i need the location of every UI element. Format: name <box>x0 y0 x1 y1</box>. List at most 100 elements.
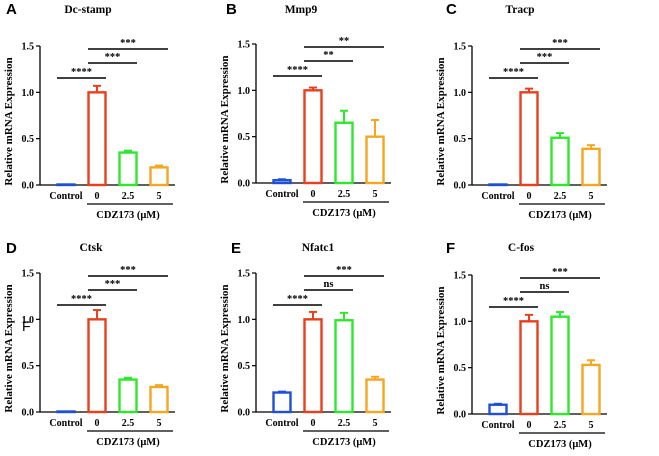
x-axis-label: CDZ173 (μM) <box>96 210 160 221</box>
panel-title: Nfatc1 <box>302 242 335 254</box>
bar-0 <box>519 91 539 187</box>
x-tick-label: Control <box>49 418 82 429</box>
x-tick-label: 0 <box>311 189 316 200</box>
bar-control <box>272 179 292 185</box>
significance-label: ** <box>339 36 350 47</box>
x-tick-label: Control <box>481 191 514 202</box>
bar-0 <box>303 89 323 185</box>
bar-5 <box>365 135 385 185</box>
significance-label: *** <box>552 267 568 278</box>
chart-panel-d: D Ctsk 0.0 0.5 1.0 1.5 Relative mRNA Expressio… <box>3 240 175 448</box>
x-tick-label: 0 <box>95 191 100 202</box>
y-tick-label: 0.5 <box>454 134 467 145</box>
chart-panel-c: C Tracp 0.0 0.5 1.0 1.5 Relative mRNA Expressi… <box>435 1 607 221</box>
bar-control <box>56 410 76 414</box>
x-tick-label: 5 <box>157 418 162 429</box>
significance-label: **** <box>503 67 524 78</box>
y-tick-label: 0.0 <box>238 179 251 190</box>
chart-panel-b: B Mmp9 0.0 0.5 1.0 1.5 Relative mRNA Expressio… <box>219 1 391 219</box>
x-axis-label: CDZ173 (μM) <box>528 439 592 450</box>
x-tick-label: 5 <box>157 191 162 202</box>
bar-5 <box>581 147 601 187</box>
y-tick-label: 0.0 <box>238 408 251 419</box>
chart-panel-f: F C-fos 0.0 0.5 1.0 1.5 Relative mRNA Expressi… <box>435 240 607 450</box>
bar-2-5 <box>550 136 570 187</box>
y-tick-label: 1.0 <box>22 315 35 326</box>
x-tick-label: 0 <box>311 418 316 429</box>
panel-title: Dc-stamp <box>64 4 111 16</box>
significance-label: **** <box>287 294 308 305</box>
significance-label: *** <box>105 52 121 63</box>
panel-title: Ctsk <box>79 242 103 254</box>
y-tick-label: 1.0 <box>454 317 467 328</box>
significance-label: **** <box>71 294 92 305</box>
significance-label: **** <box>503 296 524 307</box>
bar-0 <box>87 318 107 414</box>
significance-label: *** <box>336 265 352 276</box>
y-tick-label: 1.5 <box>454 271 467 282</box>
y-tick-label: 0.5 <box>454 363 467 374</box>
significance-label: *** <box>120 265 136 276</box>
panel-letter: A <box>6 1 17 18</box>
x-tick-label: 2.5 <box>122 191 135 202</box>
significance-label: ** <box>323 50 334 61</box>
bar-control <box>488 403 508 416</box>
bar-5 <box>149 385 169 414</box>
y-axis-label: Relative mRNA Expression <box>435 286 447 414</box>
bar-2-5 <box>334 121 354 185</box>
y-tick-label: 0.5 <box>238 361 251 372</box>
bar-2-5 <box>550 315 570 416</box>
panel-letter: C <box>446 1 457 18</box>
bar-2-5 <box>334 319 354 414</box>
x-tick-label: Control <box>265 189 298 200</box>
y-tick-label: 0.5 <box>238 132 251 143</box>
bar-0 <box>519 320 539 416</box>
y-tick-label: 0.0 <box>454 410 467 421</box>
significance-label: *** <box>105 279 121 290</box>
x-tick-label: 2.5 <box>338 189 351 200</box>
x-tick-label: 5 <box>373 189 378 200</box>
y-tick-label: 1.5 <box>238 269 251 280</box>
significance-label: *** <box>537 52 553 63</box>
panel-letter: E <box>231 240 241 257</box>
x-tick-label: 2.5 <box>338 418 351 429</box>
chart-panel-a: A Dc-stamp 0.0 0.5 1.0 1.5 Relative mRNA Expre… <box>3 1 175 221</box>
x-axis-label: CDZ173 (μM) <box>312 437 376 448</box>
bar-0 <box>303 318 323 414</box>
y-tick-label: 0.0 <box>454 181 467 192</box>
bar-control <box>488 183 508 187</box>
x-axis-label: CDZ173 (μM) <box>312 208 376 219</box>
significance-label: **** <box>71 67 92 78</box>
x-tick-label: 2.5 <box>554 420 567 431</box>
bar-control <box>56 183 76 187</box>
y-tick-label: 0.5 <box>22 361 35 372</box>
x-tick-label: 0 <box>95 418 100 429</box>
y-tick-label: 1.0 <box>238 315 251 326</box>
chart-panel-e: E Nfatc1 0.0 0.5 1.0 1.5 Relative mRNA Express… <box>219 240 391 448</box>
panel-title: C-fos <box>508 242 535 254</box>
significance-label: ns <box>324 279 334 290</box>
x-tick-label: 5 <box>373 418 378 429</box>
y-tick-label: 1.0 <box>238 86 251 97</box>
y-axis-label: Relative mRNA Expression <box>219 55 231 183</box>
bar-control <box>272 391 292 414</box>
x-tick-label: 5 <box>589 191 594 202</box>
y-tick-label: 1.0 <box>22 88 35 99</box>
panel-letter: B <box>226 1 237 18</box>
y-tick-label: 0.5 <box>22 134 35 145</box>
y-tick-label: 1.5 <box>238 40 251 51</box>
x-tick-label: 2.5 <box>554 191 567 202</box>
x-tick-label: 5 <box>589 420 594 431</box>
significance-label: **** <box>287 65 308 76</box>
x-axis-label: CDZ173 (μM) <box>528 210 592 221</box>
panel-letter: D <box>6 240 17 257</box>
y-tick-label: 1.5 <box>22 269 35 280</box>
y-tick-label: 0.0 <box>22 181 35 192</box>
bar-5 <box>581 363 601 416</box>
x-tick-label: Control <box>49 191 82 202</box>
y-axis-label: Relative mRNA Expression <box>3 57 15 185</box>
x-tick-label: Control <box>481 420 514 431</box>
x-tick-label: 2.5 <box>122 418 135 429</box>
bar-0 <box>87 91 107 187</box>
x-tick-label: Control <box>265 418 298 429</box>
